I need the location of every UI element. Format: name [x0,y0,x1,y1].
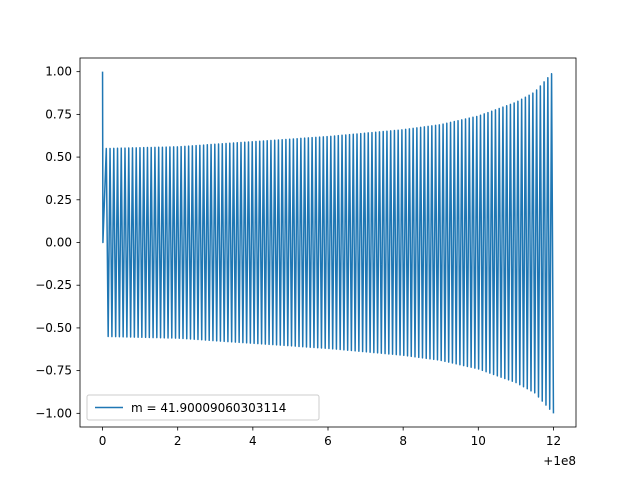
y-tick-label: 0.25 [45,193,72,207]
y-tick-label: −0.50 [35,321,72,335]
y-tick-label: 1.00 [45,65,72,79]
x-tick-label: 8 [399,434,407,448]
x-axis: 0 2 4 6 8 10 12 [99,427,561,448]
x-tick-label: 12 [546,434,561,448]
legend-box [86,394,320,421]
y-tick-label: 0.75 [45,107,72,121]
y-tick-label: 0.00 [45,236,72,250]
y-axis: 1.00 0.75 0.50 0.25 0.00 −0.25 −0.50 −0.75 −1.00 [35,65,80,420]
x-tick-label: 4 [249,434,257,448]
y-tick-label: 0.50 [45,150,72,164]
legend: m = 41.90009060303114 [86,394,320,421]
x-tick-label: 0 [99,434,107,448]
x-tick-label: 6 [324,434,332,448]
series-line [101,71,555,414]
y-tick-label: −0.75 [35,364,72,378]
x-tick-label: 10 [471,434,486,448]
y-tick-label: −0.25 [35,278,72,292]
x-axis-offset-label: +1e8 [543,454,576,468]
legend-label: m = 41.90009060303114 [131,401,286,415]
y-tick-label: −1.00 [35,406,72,420]
plot-layer [101,71,555,414]
x-tick-label: 2 [174,434,182,448]
